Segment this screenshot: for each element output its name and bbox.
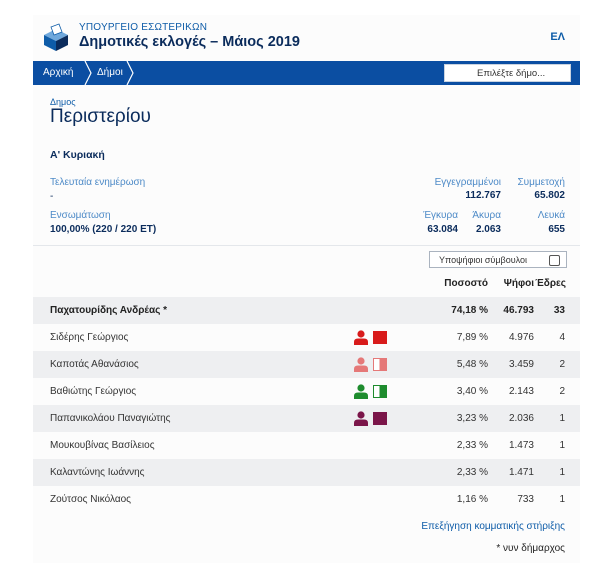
candidate-percent: 1,16 % [456,494,488,505]
candidate-percent: 5,48 % [456,359,488,370]
candidate-name: Καποτάς Αθανάσιος [50,359,139,370]
breadcrumb: Αρχική Δήμοι Επιλέξτε δήμο... [33,61,580,85]
candidate-percent: 3,40 % [456,386,488,397]
municipality-search-input[interactable]: Επιλέξτε δήμο... [444,64,571,82]
page: ΥΠΟΥΡΓΕΙΟ ΕΣΩΤΕΡΙΚΩΝ Δημοτικές εκλογές –… [33,15,580,563]
person-icon [354,357,368,372]
integration-value: 100,00% (220 / 220 ΕΤ) [50,224,157,235]
councillors-checkbox[interactable] [549,255,560,266]
candidate-name: Παχατουρίδης Ανδρέας * [50,305,167,316]
breadcrumb-home[interactable]: Αρχική [43,67,74,78]
candidate-votes: 1.473 [508,440,534,451]
candidate-seats: 1 [559,413,565,424]
candidate-votes: 1.471 [508,467,534,478]
person-icon [354,384,368,399]
page-title[interactable]: Δημοτικές εκλογές – Μάιος 2019 [79,34,300,50]
column-header-percent: Ποσοστό [444,278,488,289]
candidate-seats: 1 [559,494,565,505]
party-flag-icon [373,358,387,371]
party-support-icons [354,411,394,426]
candidate-seats: 1 [559,467,565,478]
site-header: ΥΠΟΥΡΓΕΙΟ ΕΣΩΤΕΡΙΚΩΝ Δημοτικές εκλογές –… [33,15,580,61]
candidate-votes: 4.976 [508,332,534,343]
candidate-percent: 7,89 % [456,332,488,343]
column-header-votes: Ψήφοι [503,278,534,289]
party-flag-icon [373,331,387,344]
candidate-percent: 2,33 % [456,467,488,478]
table-row[interactable]: Παχατουρίδης Ανδρέας * 74,18 % 46.793 33 [33,297,580,324]
candidate-votes: 46.793 [503,305,534,316]
candidate-name: Μουκουβίνας Βασίλειος [50,440,155,451]
municipality-label: Δημος [50,97,76,107]
party-support-link[interactable]: Επεξήγηση κομματικής στήριξης [421,521,565,532]
integration-label: Ενσωμάτωση [50,210,111,221]
councillors-toggle[interactable]: Υποψήφιοι σύμβουλοι [429,251,567,268]
ballot-box-icon[interactable] [41,23,71,53]
chevron-right-icon [126,61,134,85]
election-round[interactable]: Α' Κυριακή [50,149,105,161]
party-support-icons [354,384,394,399]
candidate-seats: 4 [559,332,565,343]
candidate-votes: 733 [517,494,534,505]
table-row[interactable]: Μουκουβίνας Βασίλειος 2,33 % 1.473 1 [33,432,580,459]
breadcrumb-municipalities[interactable]: Δήμοι [97,67,123,78]
table-row[interactable]: Καποτάς Αθανάσιος 5,48 % 3.459 2 [33,351,580,378]
candidate-percent: 74,18 % [451,305,488,316]
valid-label: Έγκυρα [423,210,458,221]
chevron-right-icon [84,61,92,85]
column-header-seats: Έδρες [535,278,566,289]
table-row[interactable]: Βαθιώτης Γεώργιος 3,40 % 2.143 2 [33,378,580,405]
divider [33,245,580,246]
candidate-percent: 2,33 % [456,440,488,451]
candidate-percent: 3,23 % [456,413,488,424]
turnout-value: 65.802 [534,190,565,201]
invalid-label: Άκυρα [472,210,501,221]
candidate-votes: 3.459 [508,359,534,370]
table-row[interactable]: Σιδέρης Γεώργιος 7,89 % 4.976 4 [33,324,580,351]
language-switch[interactable]: ΕΛ [550,31,565,43]
table-row[interactable]: Ζούτσος Νικόλαος 1,16 % 733 1 [33,486,580,513]
registered-value: 112.767 [465,190,501,201]
table-row[interactable]: Καλαντώνης Ιωάννης 2,33 % 1.471 1 [33,459,580,486]
party-flag-icon [373,385,387,398]
party-support-icons [354,357,394,372]
registered-label: Εγγεγραμμένοι [434,177,501,188]
blank-value: 655 [548,224,565,235]
ministry-name: ΥΠΟΥΡΓΕΙΟ ΕΣΩΤΕΡΙΚΩΝ [79,22,208,33]
candidate-name: Ζούτσος Νικόλαος [50,494,131,505]
person-icon [354,411,368,426]
last-update-label: Τελευταία ενημέρωση [50,177,146,188]
candidate-seats: 2 [559,386,565,397]
candidate-seats: 1 [559,440,565,451]
candidate-name: Παπανικολάου Παναγιώτης [50,413,171,424]
last-update-value: - [50,191,54,202]
blank-label: Λευκά [537,210,565,221]
invalid-value: 2.063 [475,224,501,235]
candidate-seats: 33 [553,305,565,316]
candidate-votes: 2.036 [508,413,534,424]
candidate-name: Σιδέρης Γεώργιος [50,332,129,343]
party-flag-icon [373,412,387,425]
candidate-name: Καλαντώνης Ιωάννης [50,467,145,478]
municipality-name: Περιστερίου [50,106,151,127]
person-icon [354,330,368,345]
councillors-toggle-label: Υποψήφιοι σύμβουλοι [439,255,527,265]
valid-value: 63.084 [427,224,458,235]
table-row[interactable]: Παπανικολάου Παναγιώτης 3,23 % 2.036 1 [33,405,580,432]
candidate-name: Βαθιώτης Γεώργιος [50,386,137,397]
incumbent-note: * νυν δήμαρχος [496,543,565,554]
turnout-label: Συμμετοχή [517,177,565,188]
candidate-votes: 2.143 [508,386,534,397]
party-support-icons [354,330,394,345]
candidate-seats: 2 [559,359,565,370]
